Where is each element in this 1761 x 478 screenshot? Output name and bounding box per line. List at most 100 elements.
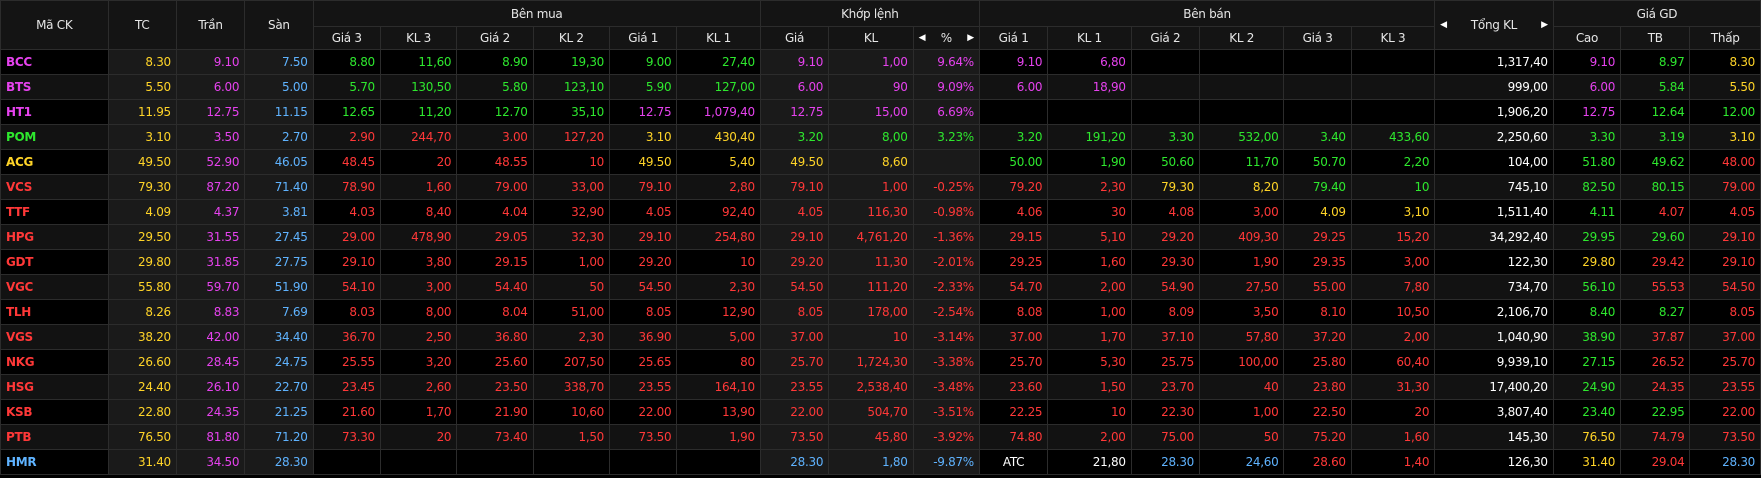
table-row[interactable]: VGC 55.80 59.70 51.90 54.10 3,00 54.40 50 54.50 2… [0, 274, 1761, 300]
symbol-cell[interactable]: VGC [0, 274, 109, 300]
match-price-cell: 3.20 [759, 124, 830, 150]
symbol-cell[interactable]: HSG [0, 374, 109, 400]
table-row[interactable]: HMR 31.40 34.50 28.30 28.30 1,80 -9.87% ATC 21,8… [0, 449, 1761, 475]
col-sell-vol-1[interactable]: KL 1 [1047, 26, 1132, 50]
sell-price-3-cell: 55.00 [1283, 274, 1352, 300]
sell-vol-2-cell: 24,60 [1198, 449, 1285, 475]
symbol-cell[interactable]: TLH [0, 299, 109, 325]
buy-price-3-cell: 12.65 [312, 99, 381, 125]
table-row[interactable]: GDT 29.80 31.85 27.75 29.10 3,80 29.15 1,00 29.2… [0, 249, 1761, 275]
symbol-cell[interactable]: PTB [0, 424, 109, 450]
col-match-vol[interactable]: KL [828, 26, 914, 50]
sell-vol-3-cell: 15,20 [1350, 224, 1436, 250]
sell-price-1-cell: 29.25 [978, 249, 1049, 275]
total-volume-cell: 2,250,60 [1434, 124, 1554, 150]
col-low[interactable]: Thấp [1689, 26, 1761, 50]
buy-price-1-cell: 12.75 [609, 99, 678, 125]
table-row[interactable]: ACG 49.50 52.90 46.05 48.45 20 48.55 10 49.50 5,4… [0, 149, 1761, 175]
avg-price-cell: 55.53 [1620, 274, 1691, 300]
symbol-cell[interactable]: NKG [0, 349, 109, 375]
avg-price-cell: 80.15 [1620, 174, 1691, 200]
buy-vol-1-cell: 13,90 [676, 399, 761, 425]
match-price-cell: 28.30 [759, 449, 830, 475]
symbol-cell[interactable]: BTS [0, 74, 109, 100]
symbol-cell[interactable]: GDT [0, 249, 109, 275]
match-change-cell: 3.23% [912, 124, 980, 150]
sell-price-3-cell: 50.70 [1283, 149, 1352, 175]
table-row[interactable]: TTF 4.09 4.37 3.81 4.03 8,40 4.04 32,90 4.05 92,4… [0, 199, 1761, 225]
match-change-cell: -0.25% [912, 174, 980, 200]
symbol-cell[interactable]: VCS [0, 174, 109, 200]
sell-vol-2-cell: 100,00 [1198, 349, 1285, 375]
sell-price-3-cell: 3.40 [1283, 124, 1352, 150]
col-total-volume[interactable]: ◀ Tổng KL ▶ [1434, 0, 1554, 50]
symbol-cell[interactable]: TTF [0, 199, 109, 225]
match-change-cell: -3.14% [912, 324, 980, 350]
total-volume-cell: 745,10 [1434, 174, 1554, 200]
buy-price-3-cell: 21.60 [312, 399, 381, 425]
col-match-change[interactable]: ◀ % ▶ [912, 26, 980, 50]
buy-vol-3-cell: 11,60 [379, 49, 458, 75]
caret-left-icon[interactable]: ◀ [1440, 20, 1447, 30]
buy-price-1-cell: 23.55 [609, 374, 678, 400]
buy-vol-2-cell: 338,70 [532, 374, 611, 400]
sell-vol-3-cell: 10 [1350, 174, 1436, 200]
caret-right-icon[interactable]: ▶ [1541, 20, 1548, 30]
table-row[interactable]: HSG 24.40 26.10 22.70 23.45 2,60 23.50 338,70 23… [0, 374, 1761, 400]
symbol-cell[interactable]: HPG [0, 224, 109, 250]
symbol-cell[interactable]: BCC [0, 49, 109, 75]
col-symbol[interactable]: Mã CK [0, 0, 109, 50]
caret-left-icon[interactable]: ◀ [918, 33, 926, 43]
low-price-cell: 29.10 [1689, 224, 1761, 250]
col-floor[interactable]: Sàn [244, 0, 314, 50]
sell-price-2-cell: 22.30 [1130, 399, 1201, 425]
table-row[interactable]: TLH 8.26 8.83 7.69 8.03 8,00 8.04 51,00 8.05 12,9… [0, 299, 1761, 325]
col-buy-vol-2[interactable]: KL 2 [532, 26, 611, 50]
table-row[interactable]: VGS 38.20 42.00 34.40 36.70 2,50 36.80 2,30 36.9… [0, 324, 1761, 350]
symbol-cell[interactable]: KSB [0, 399, 109, 425]
col-sell-price-3[interactable]: Giá 3 [1283, 26, 1352, 50]
col-high[interactable]: Cao [1552, 26, 1622, 50]
buy-vol-1-cell: 5,00 [676, 324, 761, 350]
col-buy-price-3[interactable]: Giá 3 [312, 26, 381, 50]
col-buy-price-1[interactable]: Giá 1 [609, 26, 678, 50]
buy-price-3-cell: 36.70 [312, 324, 381, 350]
ref-price-cell: 26.60 [107, 349, 177, 375]
col-avg[interactable]: TB [1620, 26, 1691, 50]
col-ceiling[interactable]: Trần [175, 0, 246, 50]
symbol-cell[interactable]: HMR [0, 449, 109, 475]
col-sell-price-2[interactable]: Giá 2 [1130, 26, 1201, 50]
col-sell-vol-3[interactable]: KL 3 [1350, 26, 1436, 50]
symbol-cell[interactable]: ACG [0, 149, 109, 175]
ceiling-price-cell: 24.35 [175, 399, 246, 425]
table-row[interactable]: BTS 5.50 6.00 5.00 5.70 130,50 5.80 123,10 5.90 1… [0, 74, 1761, 100]
col-buy-vol-1[interactable]: KL 1 [676, 26, 761, 50]
col-ref[interactable]: TC [107, 0, 177, 50]
caret-right-icon[interactable]: ▶ [967, 33, 974, 43]
table-row[interactable]: HT1 11.95 12.75 11.15 12.65 11,20 12.70 35,10 12… [0, 99, 1761, 125]
sell-price-3-cell: 79.40 [1283, 174, 1352, 200]
table-row[interactable]: POM 3.10 3.50 2.70 2.90 244,70 3.00 127,20 3.10 4… [0, 124, 1761, 150]
table-row[interactable]: NKG 26.60 28.45 24.75 25.55 3,20 25.60 207,50 25… [0, 349, 1761, 375]
col-sell-price-1[interactable]: Giá 1 [978, 26, 1049, 50]
floor-price-cell: 7.50 [244, 49, 314, 75]
col-match-price[interactable]: Giá [759, 26, 830, 50]
col-buy-vol-3[interactable]: KL 3 [379, 26, 458, 50]
ref-price-cell: 31.40 [107, 449, 177, 475]
floor-price-cell: 22.70 [244, 374, 314, 400]
col-sell-vol-2[interactable]: KL 2 [1198, 26, 1285, 50]
table-row[interactable]: KSB 22.80 24.35 21.25 21.60 1,70 21.90 10,60 22.… [0, 399, 1761, 425]
table-row[interactable]: VCS 79.30 87.20 71.40 78.90 1,60 79.00 33,00 79.… [0, 174, 1761, 200]
table-row[interactable]: PTB 76.50 81.80 71.20 73.30 20 73.40 1,50 73.50 1… [0, 424, 1761, 450]
symbol-cell[interactable]: POM [0, 124, 109, 150]
col-buy-price-2[interactable]: Giá 2 [456, 26, 534, 50]
sell-price-3-cell: 28.60 [1283, 449, 1352, 475]
symbol-cell[interactable]: VGS [0, 324, 109, 350]
match-vol-cell: 1,00 [828, 174, 914, 200]
sell-vol-2-cell: 3,50 [1198, 299, 1285, 325]
symbol-cell[interactable]: HT1 [0, 99, 109, 125]
table-row[interactable]: BCC 8.30 9.10 7.50 8.80 11,60 8.90 19,30 9.00 27,… [0, 49, 1761, 75]
table-row[interactable]: HPG 29.50 31.55 27.45 29.00 478,90 29.05 32,30 2… [0, 224, 1761, 250]
sell-price-3-cell: 37.20 [1283, 324, 1352, 350]
match-change-cell: -3.51% [912, 399, 980, 425]
